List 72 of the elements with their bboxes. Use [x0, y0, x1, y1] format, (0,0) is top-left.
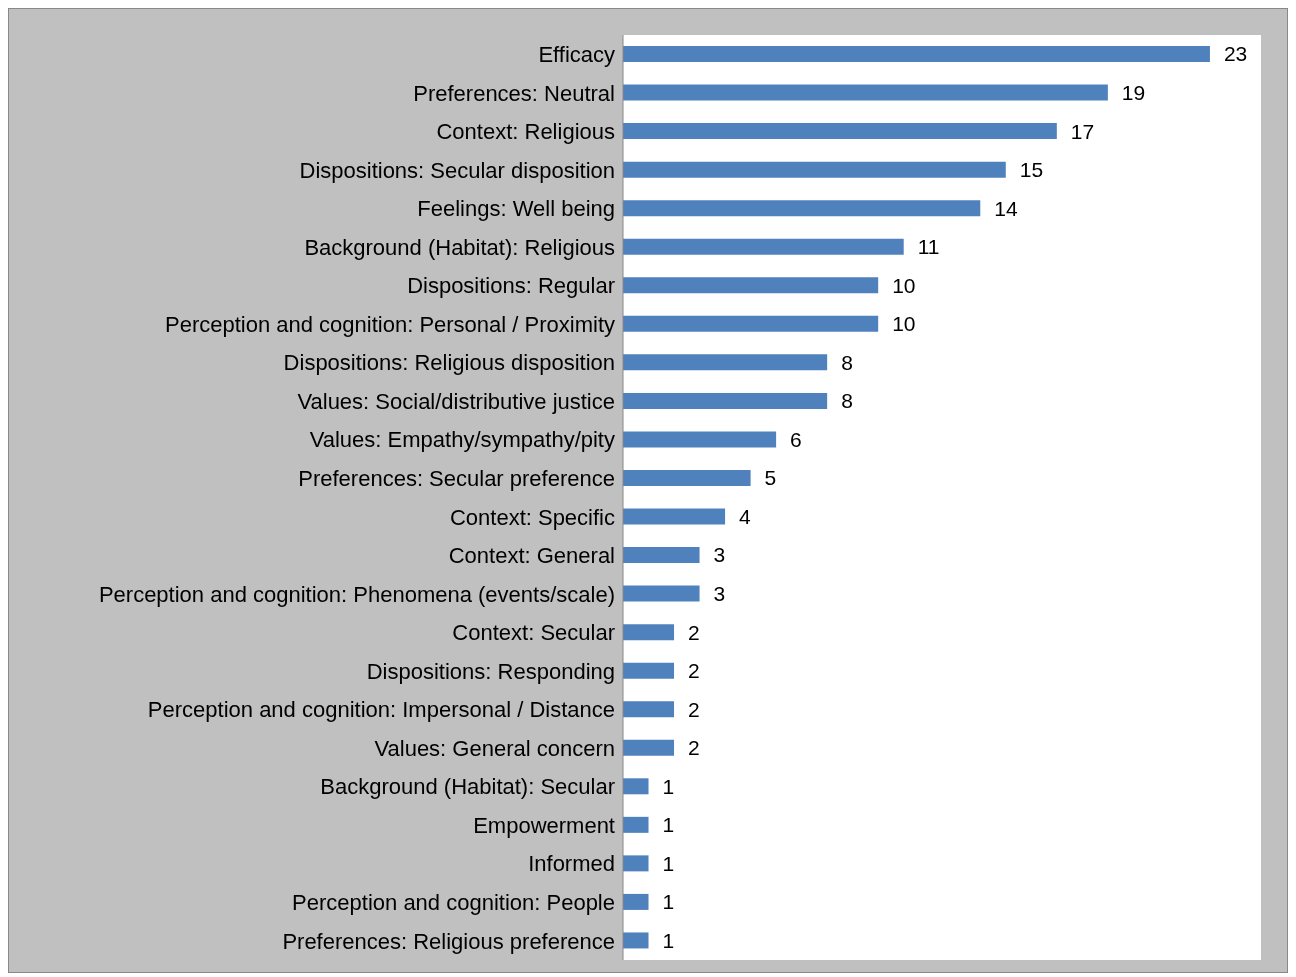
data-label: 5 — [764, 466, 777, 490]
bar — [623, 392, 828, 409]
bar — [623, 200, 981, 217]
y-tick-label: Dispositions: Secular disposition — [299, 157, 615, 183]
bar — [623, 585, 700, 602]
y-tick-label: Perception and cognition: Personal / Proximity — [164, 311, 615, 337]
y-tick-label: Background (Habitat): Religious — [304, 234, 615, 260]
data-label: 8 — [841, 350, 853, 374]
y-tick-label: Dispositions: Religious disposition — [283, 350, 615, 376]
bar — [623, 701, 675, 718]
y-tick-label: Values: General concern — [374, 735, 615, 761]
y-tick-label: Preferences: Neutral — [413, 80, 615, 106]
data-label: 1 — [662, 813, 675, 837]
bar — [623, 238, 904, 255]
data-label: 2 — [688, 736, 700, 760]
bar — [623, 932, 649, 949]
bar — [623, 778, 649, 795]
y-tick-label: Perception and cognition: People — [292, 890, 615, 915]
data-label: 3 — [713, 543, 726, 567]
y-tick-label: Values: Social/distributive justice — [297, 388, 615, 414]
data-label: 2 — [688, 620, 700, 644]
y-tick-label: Efficacy — [538, 42, 615, 68]
bar — [623, 277, 879, 294]
bar — [623, 816, 649, 833]
data-label: 10 — [892, 273, 916, 297]
data-label: 1 — [662, 774, 675, 798]
data-label: 2 — [688, 697, 700, 721]
bar — [623, 893, 649, 910]
bar — [623, 547, 700, 564]
y-tick-label: Context: General — [448, 543, 615, 569]
bar — [623, 123, 1057, 140]
y-tick-label: Background (Habitat): Secular — [320, 774, 615, 800]
data-label: 4 — [739, 504, 752, 528]
data-label: 1 — [662, 890, 675, 914]
y-tick-label: Perception and cognition: Phenomena (events/scale) — [98, 581, 615, 607]
y-tick-label: Context: Secular — [452, 620, 615, 646]
bar — [623, 508, 726, 525]
data-label: 1 — [662, 928, 675, 952]
y-tick-label: Preferences: Secular preference — [298, 466, 615, 492]
bar — [623, 315, 879, 332]
data-label: 11 — [917, 235, 940, 259]
data-label: 14 — [994, 196, 1018, 220]
data-label: 8 — [841, 389, 853, 413]
data-label: 15 — [1019, 158, 1044, 182]
y-tick-label: Preferences: Religious preference — [282, 928, 615, 954]
y-tick-label: Perception and cognition: Impersonal / Distance — [147, 697, 615, 723]
y-tick-label: Empowerment — [473, 812, 615, 838]
data-label: 23 — [1223, 42, 1248, 66]
data-label: 3 — [713, 582, 726, 606]
bar — [623, 469, 751, 486]
data-label: 19 — [1121, 81, 1146, 104]
y-tick-label: Dispositions: Regular — [407, 273, 615, 299]
data-label: 1 — [662, 851, 675, 875]
y-tick-label: Context: Religious — [436, 119, 615, 145]
bar — [623, 46, 1210, 62]
data-label: 6 — [790, 427, 802, 451]
y-tick-label: Dispositions: Responding — [366, 658, 615, 684]
bar — [623, 354, 828, 371]
bar — [623, 431, 777, 448]
data-label: 17 — [1070, 119, 1095, 143]
bar — [623, 624, 675, 641]
y-tick-label: Feelings: Well being — [417, 196, 615, 222]
y-tick-label: Values: Empathy/sympathy/pity — [309, 427, 615, 453]
bar — [623, 662, 675, 679]
data-label: 10 — [892, 312, 916, 336]
bar — [623, 161, 1006, 178]
bar — [623, 739, 675, 756]
y-tick-label: Context: Specific — [449, 504, 615, 530]
y-tick-label: Informed — [528, 851, 615, 877]
bar — [623, 84, 1108, 101]
bar — [623, 855, 649, 872]
data-label: 2 — [688, 659, 700, 683]
